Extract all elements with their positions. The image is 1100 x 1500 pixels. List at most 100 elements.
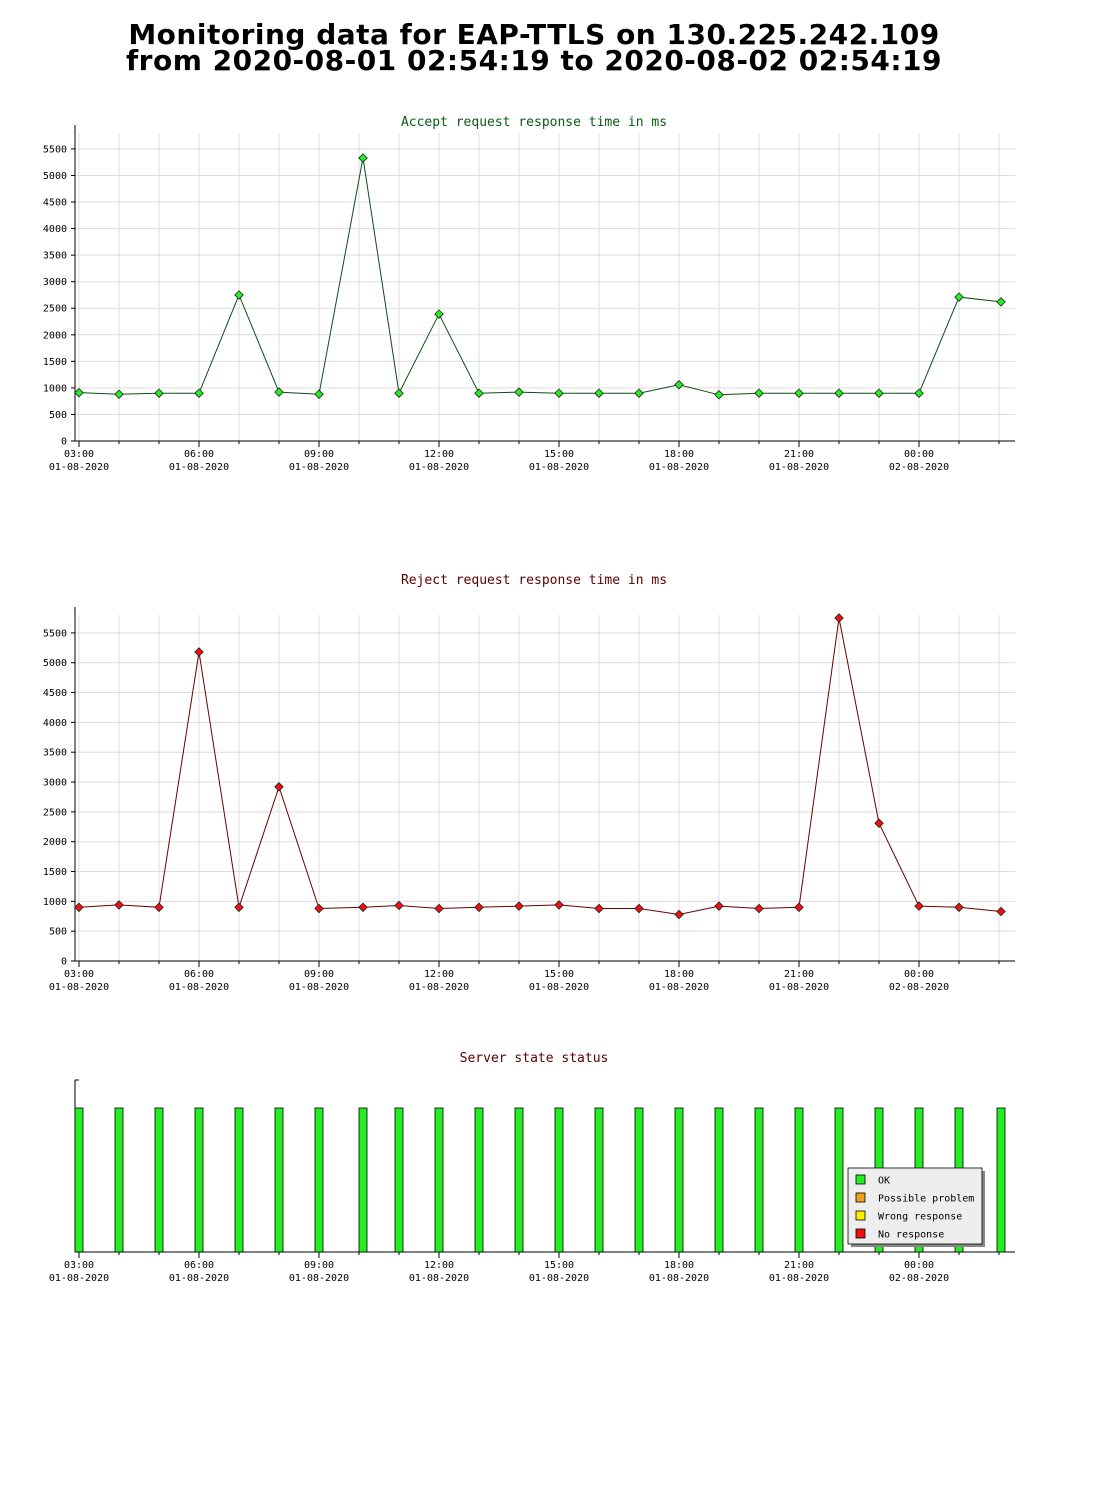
reject-y-tick-label-11: 5500 [43,628,67,639]
reject-data-point-21 [914,901,924,911]
reject-data-point-1 [114,900,124,910]
reject-data-point-16 [714,901,724,911]
status-legend-swatch-1 [855,1192,866,1203]
accept-x-tick-time-2: 09:00 [304,449,334,460]
accept-y-tick-label-1: 500 [49,410,67,421]
reject-data-point-15 [674,909,684,920]
status-status-bar-8 [394,1107,404,1253]
reject-title: Reject request response time in ms [401,573,667,588]
accept-data-point-8 [394,388,404,398]
reject-data-point-4 [234,902,244,913]
status-legend-label-3: No response [878,1230,944,1241]
accept-data-point-2 [154,388,164,398]
accept-x-tick-date-5: 01-08-2020 [649,462,709,473]
accept-data-point-1 [114,389,124,400]
reject-data-point-19 [834,613,844,623]
accept-response-chart: Accept request response time in ms 0 500 10… [43,115,1015,473]
accept-data-point-21 [914,388,924,398]
reject-data-point-3 [194,647,204,657]
accept-y-tick-label-9: 4500 [43,198,67,209]
status-x-tick-time-4: 15:00 [544,1260,574,1271]
reject-data-point-14 [634,903,644,914]
reject-data-point-11 [514,901,524,911]
status-x-tick-date-6: 01-08-2020 [769,1273,829,1284]
accept-data-point-9 [434,309,444,319]
reject-y-tick-label-3: 1500 [43,867,67,878]
status-legend-swatch-2 [855,1210,866,1221]
reject-data-point-2 [154,902,164,913]
accept-x-tick-date-1: 01-08-2020 [169,462,229,473]
reject-data-point-0 [74,902,84,913]
accept-data-point-6 [314,389,324,400]
status-x-tick-date-2: 01-08-2020 [289,1273,349,1284]
reject-y-tick-label-10: 5000 [43,658,67,669]
reject-data-point-23 [996,906,1006,917]
status-x-tick-date-7: 02-08-2020 [889,1273,949,1284]
reject-y-tick-label-8: 4000 [43,718,67,729]
status-x-tick-date-4: 01-08-2020 [529,1273,589,1284]
reject-data-point-9 [434,903,444,914]
reject-data-point-22 [954,902,964,913]
reject-x-tick-time-4: 15:00 [544,969,574,980]
status-x-tick-time-0: 03:00 [64,1260,94,1271]
reject-x-tick-time-1: 06:00 [184,969,214,980]
reject-x-tick-time-5: 18:00 [664,969,694,980]
reject-data-point-20 [874,818,884,828]
reject-x-tick-date-0: 01-08-2020 [49,982,109,993]
reject-x-tick-date-2: 01-08-2020 [289,982,349,993]
reject-data-point-17 [754,903,764,914]
status-x-tick-date-3: 01-08-2020 [409,1273,469,1284]
page-title-line-2: from 2020-08-01 02:54:19 to 2020-08-02 0… [125,44,943,77]
reject-data-point-5 [274,782,284,792]
accept-data-point-16 [714,390,724,400]
accept-data-point-18 [794,388,804,398]
reject-x-tick-date-6: 01-08-2020 [769,982,829,993]
status-title: Server state status [460,1051,609,1066]
status-status-bar-18 [794,1107,804,1253]
reject-x-tick-date-7: 02-08-2020 [889,982,949,993]
accept-x-tick-time-5: 18:00 [664,449,694,460]
accept-data-point-0 [74,387,84,398]
status-legend [847,1167,983,1245]
status-status-bar-3 [194,1107,204,1253]
status-status-bar-19 [834,1107,844,1253]
server-status-chart: Server state status 03:00 01-08-2020 06:00 0… [49,1051,1015,1284]
accept-y-tick-label-8: 4000 [43,224,67,235]
accept-x-tick-date-2: 01-08-2020 [289,462,349,473]
status-status-bar-13 [594,1107,604,1253]
status-status-bar-23 [996,1107,1006,1253]
reject-x-tick-time-2: 09:00 [304,969,334,980]
accept-data-point-12 [554,388,564,398]
reject-x-tick-date-3: 01-08-2020 [409,982,469,993]
status-legend-label-2: Wrong response [878,1212,962,1223]
reject-data-point-7 [358,902,368,913]
reject-x-tick-time-3: 12:00 [424,969,454,980]
status-x-tick-time-2: 09:00 [304,1260,334,1271]
status-status-bar-1 [114,1107,124,1253]
reject-y-tick-label-9: 4500 [43,688,67,699]
status-x-tick-time-7: 00:00 [904,1260,934,1271]
status-status-bar-17 [754,1107,764,1253]
reject-data-point-8 [394,900,404,911]
accept-y-tick-label-3: 1500 [43,357,67,368]
accept-data-point-11 [514,387,524,397]
reject-x-tick-date-4: 01-08-2020 [529,982,589,993]
status-x-tick-time-3: 12:00 [424,1260,454,1271]
accept-data-point-4 [234,290,244,300]
reject-x-tick-time-6: 21:00 [784,969,814,980]
page-title: Monitoring data for EAP-TTLS on 130.225.… [0,18,1068,77]
reject-x-tick-time-7: 00:00 [904,969,934,980]
status-x-tick-time-5: 18:00 [664,1260,694,1271]
accept-data-point-3 [194,388,204,398]
reject-data-point-13 [594,903,604,914]
status-legend-swatch-3 [855,1228,866,1239]
page-title-line-1: Monitoring data for EAP-TTLS on 130.225.… [128,18,940,51]
accept-title: Accept request response time in ms [401,115,667,130]
accept-x-tick-time-0: 03:00 [64,449,94,460]
status-x-tick-date-1: 01-08-2020 [169,1273,229,1284]
status-x-tick-date-0: 01-08-2020 [49,1273,109,1284]
reject-y-tick-label-7: 3500 [43,748,67,759]
reject-x-tick-time-0: 03:00 [64,969,94,980]
accept-data-point-15 [674,379,684,390]
status-x-tick-date-5: 01-08-2020 [649,1273,709,1284]
